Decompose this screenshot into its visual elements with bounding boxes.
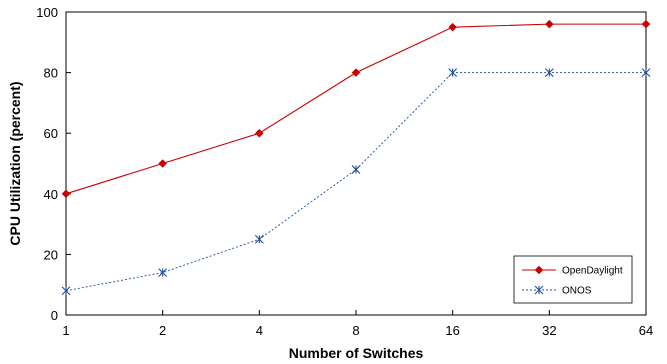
y-tick-label: 40 [44, 187, 58, 202]
legend-label: ONOS [562, 286, 592, 297]
diamond-marker [254, 128, 264, 138]
x-tick-label: 4 [256, 323, 263, 338]
asterisk-marker [351, 165, 361, 174]
legend-entry: OpenDaylight [522, 266, 623, 277]
x-tick-label: 16 [445, 323, 459, 338]
diamond-marker [158, 159, 168, 168]
diamond-marker [544, 19, 554, 29]
x-axis-ticks: 1 2 4 8 16 32 64 [62, 310, 653, 338]
y-tick-label: 0 [51, 308, 58, 323]
x-tick-label: 2 [159, 323, 166, 338]
diamond-marker [351, 68, 361, 77]
diamond-marker [641, 19, 651, 29]
legend-label: OpenDaylight [562, 266, 623, 277]
asterisk-marker [448, 68, 458, 77]
y-tick-label: 60 [44, 126, 58, 141]
x-axis-title: Number of Switches [289, 345, 424, 361]
y-tick-label: 100 [36, 5, 58, 20]
x-tick-label: 64 [639, 323, 653, 338]
asterisk-marker [544, 68, 554, 77]
diamond-marker [61, 189, 71, 199]
y-tick-label: 80 [44, 66, 58, 81]
diamond-marker [448, 22, 458, 32]
y-axis-ticks: 0 20 40 60 80 100 [36, 5, 71, 323]
series-layer [61, 19, 651, 296]
asterisk-marker [534, 285, 544, 295]
legend: OpenDaylight ONOS [513, 255, 633, 304]
legend-box [513, 255, 633, 304]
series-opendaylight [61, 19, 651, 199]
asterisk-marker [158, 268, 168, 277]
y-axis-title: CPU Utilization (percent) [7, 81, 23, 245]
diamond-marker [534, 265, 544, 275]
legend-entry: ONOS [522, 286, 592, 297]
x-tick-label: 1 [62, 323, 69, 338]
x-tick-label: 8 [352, 323, 359, 338]
x-tick-label: 32 [542, 323, 556, 338]
asterisk-marker [61, 286, 71, 296]
asterisk-marker [254, 234, 264, 244]
y-tick-label: 20 [44, 247, 58, 262]
series-onos [61, 68, 651, 296]
asterisk-marker [641, 68, 651, 77]
